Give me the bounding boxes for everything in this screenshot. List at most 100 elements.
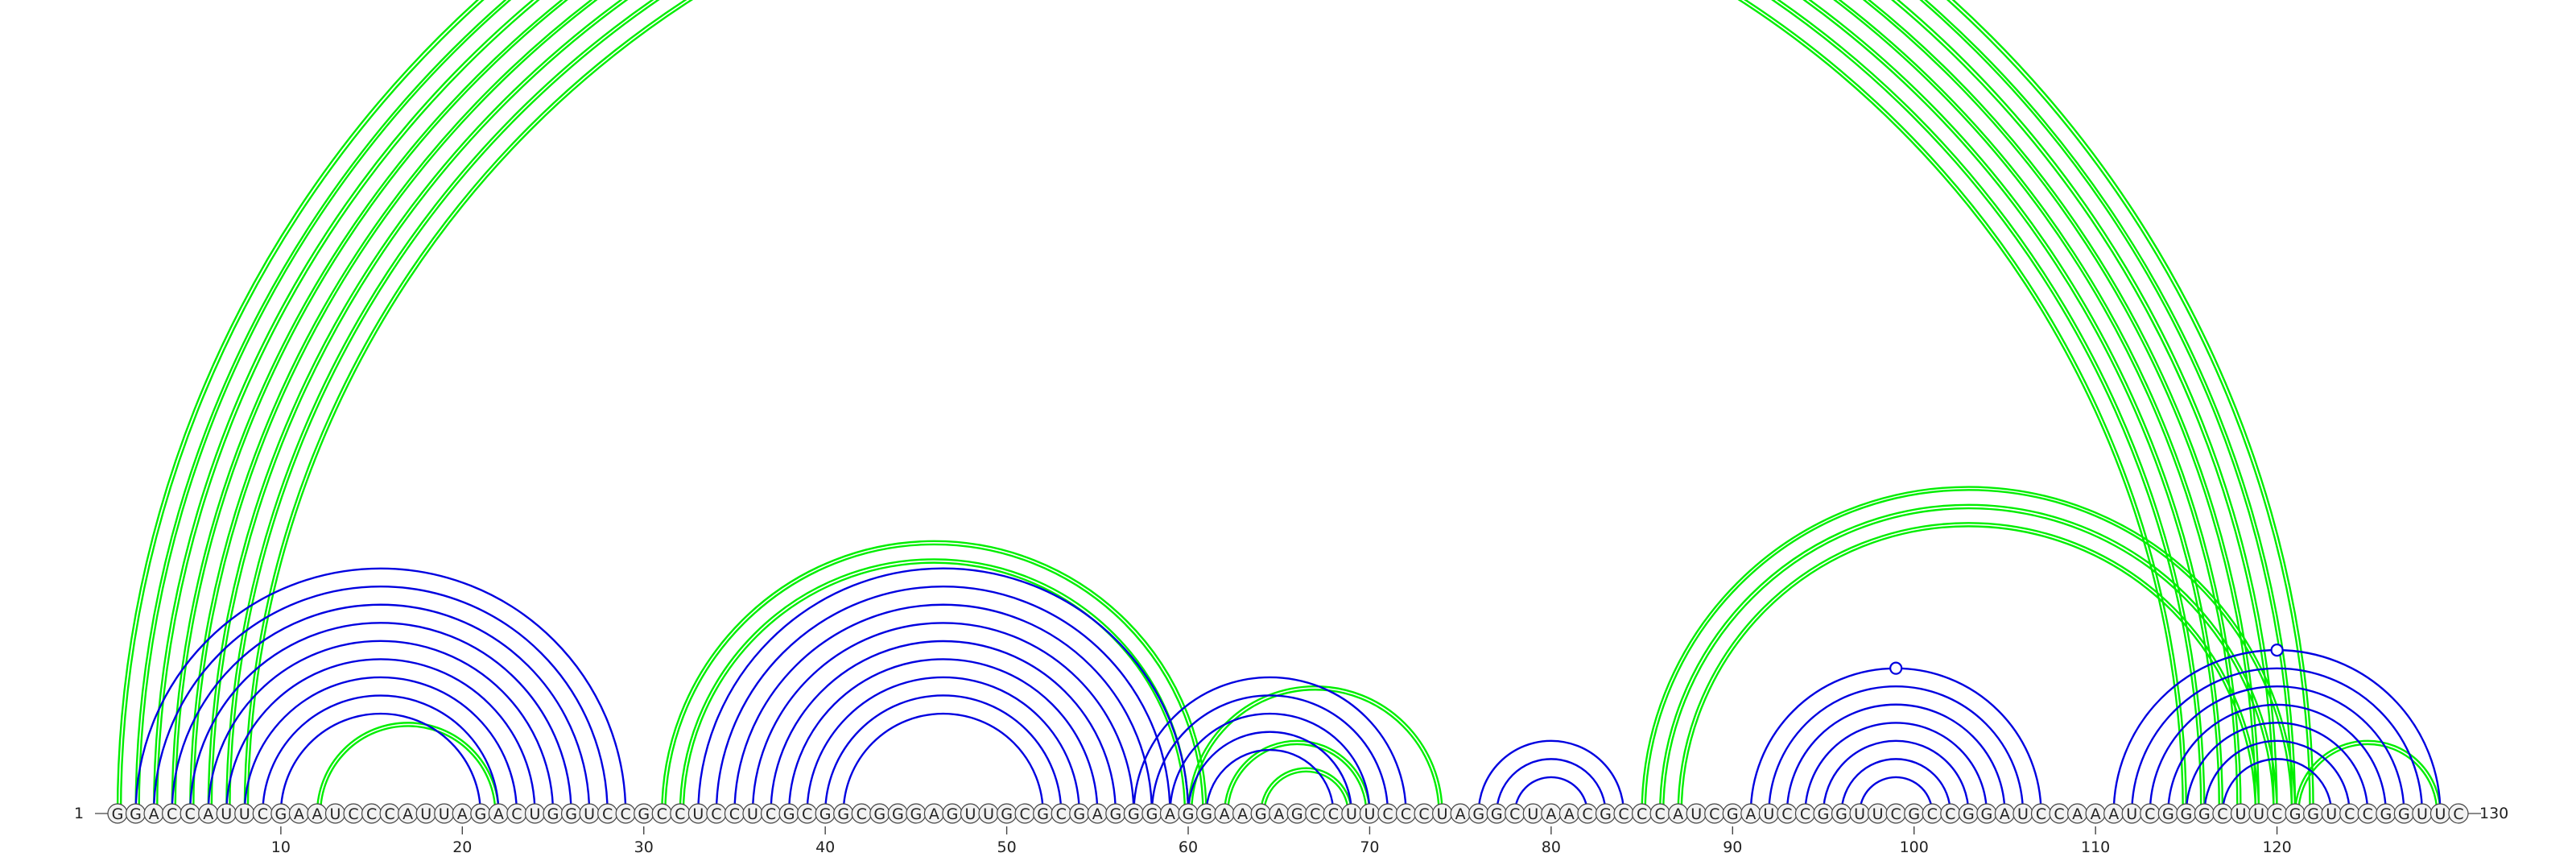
nucleotide-letter: A — [1455, 805, 1466, 823]
alternate-pair-arc — [243, 0, 2188, 814]
nucleotide-letter: G — [1981, 805, 1993, 823]
nucleotide-letter: G — [819, 805, 832, 823]
nucleotide-letter: U — [747, 805, 758, 823]
alternate-pair-arc — [208, 0, 2223, 814]
nucleotide: C — [1577, 803, 1598, 824]
end-index-label: 130 — [2479, 805, 2508, 822]
nucleotide: U — [1868, 803, 1889, 824]
nucleotide: C — [252, 803, 273, 824]
nucleotide-letter: C — [1509, 805, 1520, 823]
nucleotide-letter: C — [348, 805, 358, 823]
nucleotide: C — [1940, 803, 1961, 824]
alternate-pair-arc — [1223, 739, 1371, 814]
nucleotide: C — [1885, 803, 1906, 824]
nucleotide-letter: C — [1401, 805, 1411, 823]
nucleotide: G — [1123, 803, 1144, 824]
nucleotide-letter: G — [1472, 805, 1484, 823]
nucleotide-letter: G — [1963, 805, 1975, 823]
nucleotide: U — [1758, 803, 1779, 824]
nucleotide: A — [1087, 803, 1108, 824]
alternate-pair-arc — [116, 0, 2314, 814]
alternate-pair-arc — [1662, 507, 2275, 814]
alternate-pair-arc — [319, 725, 497, 814]
tick-label: 110 — [2081, 838, 2110, 856]
nucleotide: C — [1305, 803, 1326, 824]
nucleotide: A — [1159, 803, 1181, 824]
primary-pair-arc — [751, 622, 1135, 814]
nucleotide-letter: G — [910, 805, 923, 823]
primary-pair-arc — [787, 658, 1099, 814]
nucleotide: U — [978, 803, 999, 824]
nucleotide: A — [2067, 803, 2088, 824]
nucleotide: C — [597, 803, 618, 824]
tick-label: 20 — [452, 838, 472, 856]
nucleotide-letter: G — [275, 805, 287, 823]
nucleotide: U — [1432, 803, 1453, 824]
nucleotide-letter: C — [1637, 805, 1647, 823]
primary-pair-arc — [824, 694, 1063, 814]
nucleotide: U — [2121, 803, 2142, 824]
nucleotide: G — [1141, 803, 1162, 824]
nucleotide: C — [1014, 803, 1035, 824]
primary-pair-arc — [207, 640, 555, 814]
alternate-pair-arc — [1187, 685, 1443, 814]
nucleotide-letter: U — [2326, 805, 2337, 823]
nucleotide-letter: U — [221, 805, 232, 823]
nucleotide: U — [1686, 803, 1707, 824]
nucleotide: A — [452, 803, 473, 824]
nucleotide: C — [343, 803, 364, 824]
nucleotide-letter: U — [2253, 805, 2264, 823]
nucleotide: G — [1033, 803, 1054, 824]
primary-pair-arc — [262, 694, 500, 814]
nucleotide: G — [1595, 803, 1616, 824]
nucleotide: G — [2393, 803, 2414, 824]
nucleotide-letter: U — [2417, 805, 2428, 823]
nucleotide: G — [1468, 803, 1489, 824]
nucleotide: C — [651, 803, 672, 824]
primary-pair-arc — [2203, 739, 2351, 814]
alternate-pair-arc — [246, 0, 2184, 814]
nucleotide-letter: C — [2453, 805, 2463, 823]
nucleotide-letter: A — [2000, 805, 2010, 823]
nucleotide-letter: C — [766, 805, 776, 823]
nucleotide-letter: C — [1382, 805, 1393, 823]
nucleotide: G — [2303, 803, 2324, 824]
nucleotide: G — [778, 803, 799, 824]
nucleotide: A — [307, 803, 328, 824]
nucleotide: A — [398, 803, 419, 824]
tick-label: 40 — [815, 838, 835, 856]
nucleotide: C — [1704, 803, 1725, 824]
nucleotide-letter: C — [366, 805, 377, 823]
nucleotide-letter: G — [1835, 805, 1847, 823]
nucleotide-letter: U — [1527, 805, 1538, 823]
nucleotide: C — [2212, 803, 2233, 824]
nucleotide-letter: C — [167, 805, 177, 823]
primary-pair-arc — [1822, 739, 1970, 814]
primary-pair-arc — [1477, 739, 1625, 814]
nucleotide-letter: G — [2380, 805, 2392, 823]
nucleotide: A — [288, 803, 310, 824]
nucleotide-letter: C — [511, 805, 522, 823]
primary-pair-arc — [2149, 685, 2405, 814]
nucleotide: G — [996, 803, 1018, 824]
primary-pair-arc — [1150, 695, 1389, 814]
nucleotide-letter: U — [965, 805, 976, 823]
nucleotide: G — [125, 803, 147, 824]
nucleotide-letter: A — [149, 805, 159, 823]
tick-label: 120 — [2262, 838, 2291, 856]
nucleotide-letter: G — [2307, 805, 2319, 823]
nucleotide-letter: A — [929, 805, 939, 823]
nucleotide-letter: G — [1491, 805, 1503, 823]
pair-marker — [2270, 644, 2284, 657]
nucleotide: G — [270, 803, 291, 824]
nucleotide: G — [887, 803, 908, 824]
nucleotide: C — [2339, 803, 2360, 824]
nucleotide: C — [797, 803, 818, 824]
primary-pair-arc — [806, 676, 1080, 814]
nucleotide-letter: C — [2217, 805, 2227, 823]
nucleotide-letter: G — [1183, 805, 1195, 823]
primary-pair-arc — [1768, 685, 2025, 814]
nucleotide-letter: C — [1618, 805, 1629, 823]
